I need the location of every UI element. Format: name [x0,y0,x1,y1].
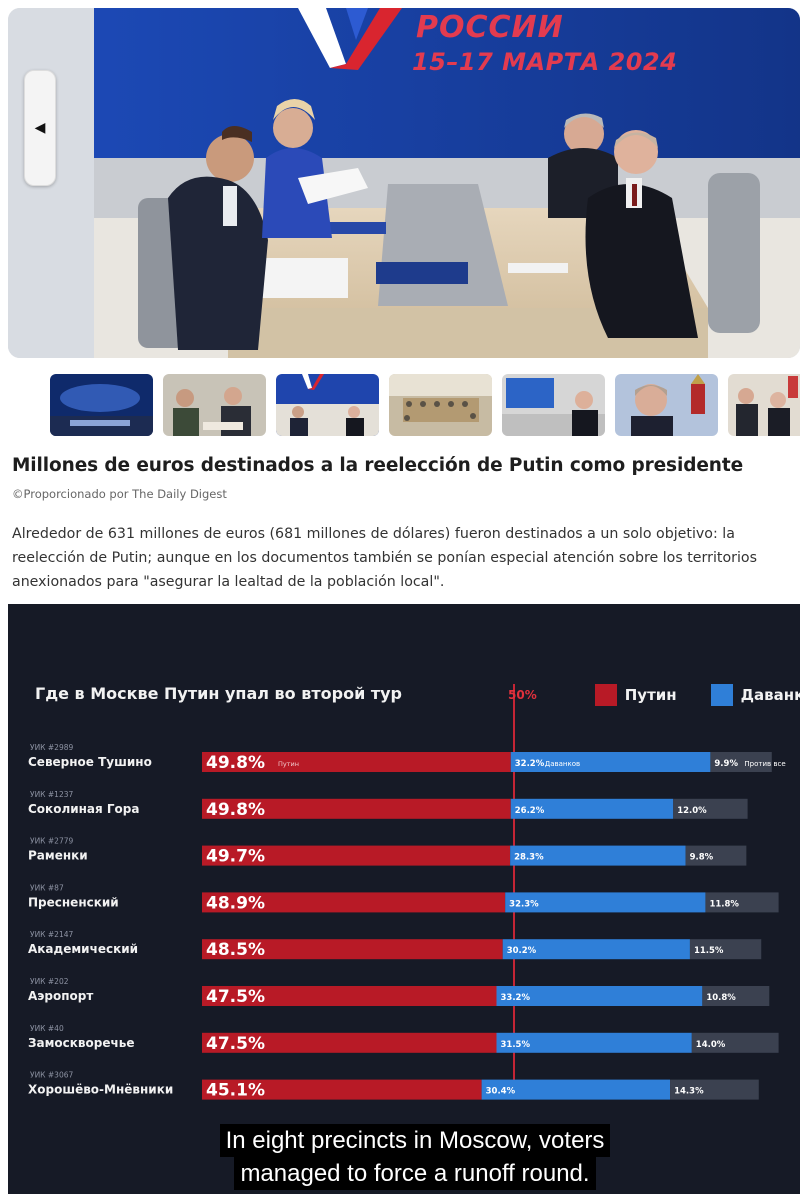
article-body: Alrededor de 631 millones de euros (681 … [12,526,757,590]
chart-legend: 50% Путин Даванков [508,684,800,706]
thumbnail[interactable] [50,374,153,436]
precinct-name: Аэропорт [28,989,93,1003]
bar-davankov [510,798,674,819]
bar-against [710,752,772,772]
bar-label-putin: 45.1% [206,1081,265,1101]
bar-label-against: 9.9% [714,759,738,769]
inline-label-against: Против все [744,760,785,768]
bar-against [705,892,779,913]
bar-label-against: 9.8% [690,853,714,863]
precinct-name: Замоскворечье [28,1036,134,1050]
legend-swatch-davankov [710,684,733,706]
legend-swatch-putin [594,684,617,706]
bar-putin [202,892,506,913]
precinct-id: УИК #1237 [30,790,73,799]
bar-label-against: 10.8% [706,993,736,1003]
fifty-percent-line [513,684,515,1096]
precinct-name: Пресненский [28,895,119,909]
bar-davankov [502,939,690,960]
banner-date: 15–17 МАРТА 2024 [412,48,678,76]
bar-putin [202,1079,482,1100]
main-photo: РОССИИ 15–17 МАРТА 2024 [8,8,800,358]
bar-label-davankov: 28.3% [514,853,544,863]
bar-davankov [496,986,703,1006]
bar-label-putin: 48.5% [206,940,265,960]
precinct-id: УИК #2989 [30,743,73,752]
fifty-percent-label: 50% [508,688,537,702]
bar-davankov [481,1079,671,1100]
video-subtitle: In eight precincts in Moscow, voters man… [200,1124,630,1190]
thumbnail[interactable] [389,374,492,436]
legend-label-putin: Путин [624,686,677,704]
chart-title: Где в Москве Путин упал во второй тур [35,684,402,703]
bar-label-against: 14.3% [674,1087,704,1097]
previous-image-button[interactable]: ◀ [24,70,56,186]
bar-label-davankov: 32.2% [515,759,545,769]
precinct-id: УИК #2147 [30,930,73,939]
precinct-name: Соколиная Гора [28,802,140,816]
photo-gallery[interactable]: РОССИИ 15–17 МАРТА 2024 ◀ [8,8,800,358]
article-title[interactable]: Millones de euros destinados a la reelec… [12,455,744,476]
inline-label-davankov: Даванков [545,760,580,768]
bar-davankov [505,892,706,913]
bar-label-putin: 49.8% [206,800,265,820]
bar-putin [202,1032,497,1053]
subtitle-line-1: In eight precincts in Moscow, voters [219,1124,611,1157]
banner-title: РОССИИ [416,10,564,45]
bar-label-putin: 47.5% [206,987,265,1007]
bar-against [673,798,748,819]
bar-label-davankov: 30.2% [507,946,537,956]
legend-label-davankov: Даванков [740,686,800,704]
bar-putin [202,939,503,960]
precinct-id: УИК #2779 [30,837,73,846]
bar-davankov [510,752,711,772]
precinct-id: УИК #87 [30,883,64,892]
bar-against [691,1032,779,1053]
thumbnail[interactable] [615,374,718,436]
bar-label-against: 11.5% [694,946,724,956]
thumbnail-strip [50,374,800,438]
precinct-name: Академический [28,942,138,956]
precinct-name: Северное Тушино [28,755,152,769]
bar-label-davankov: 30.4% [486,1087,516,1097]
inline-label-putin: Путин [278,760,299,768]
thumbnail[interactable] [163,374,266,436]
bar-against [689,939,762,960]
bar-putin [202,986,497,1006]
bar-putin [202,845,511,866]
bar-putin [202,752,511,772]
bar-against [685,845,747,866]
subtitle-line-2: managed to force a runoff round. [234,1157,596,1190]
article-provider: ©Proporcionado por The Daily Digest [12,487,227,501]
bar-label-putin: 48.9% [206,893,265,913]
precinct-id: УИК #40 [30,1024,64,1033]
bar-davankov [496,1032,692,1053]
thumbnail[interactable] [728,374,800,436]
bar-label-davankov: 26.2% [515,806,545,816]
precinct-id: УИК #3067 [30,1071,73,1080]
bar-label-against: 12.0% [677,806,707,816]
bar-label-putin: 47.5% [206,1034,265,1054]
bar-against [670,1079,759,1100]
bar-label-against: 14.0% [696,1040,726,1050]
bar-label-putin: 49.7% [206,847,265,867]
bar-label-davankov: 32.3% [509,899,539,909]
chevron-left-icon: ◀ [34,120,46,136]
bar-label-against: 11.8% [709,899,739,909]
bar-label-davankov: 31.5% [501,1040,531,1050]
bar-label-putin: 49.8% [206,753,265,773]
precinct-name: Раменки [28,849,88,863]
bar-against [702,986,770,1006]
bar-label-davankov: 33.2% [501,993,531,1003]
bar-davankov [510,845,686,866]
precinct-name: Хорошёво-Мнёвники [28,1083,173,1097]
thumbnail[interactable] [502,374,605,436]
thumbnail[interactable] [276,374,379,436]
precinct-bar-chart: УИК #2989 Северное Тушино 49.8% Путин 32.2% Д… [28,743,786,1101]
bar-putin [202,798,511,819]
video-frame[interactable]: Где в Москве Путин упал во второй тур 50… [8,604,800,1194]
precinct-id: УИК #202 [30,977,69,986]
